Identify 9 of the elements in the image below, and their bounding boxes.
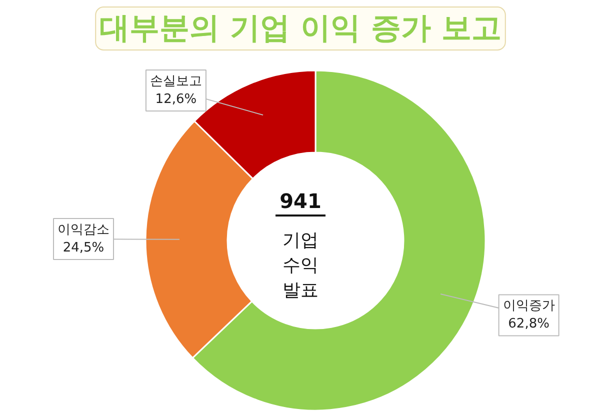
slice-label: 이익증가	[502, 298, 555, 314]
data-label: 12,6%	[155, 92, 197, 107]
text: 기업 수익 발표	[282, 230, 318, 302]
text: 941	[280, 189, 322, 213]
slice-label: 손실보고	[150, 74, 202, 89]
chart-title: 대부분의 기업 이익 증가 보고	[100, 11, 502, 46]
data-label: 62,8%	[508, 316, 550, 332]
slice-label: 이익감소	[58, 222, 110, 238]
data-label: 24,5%	[62, 240, 104, 256]
